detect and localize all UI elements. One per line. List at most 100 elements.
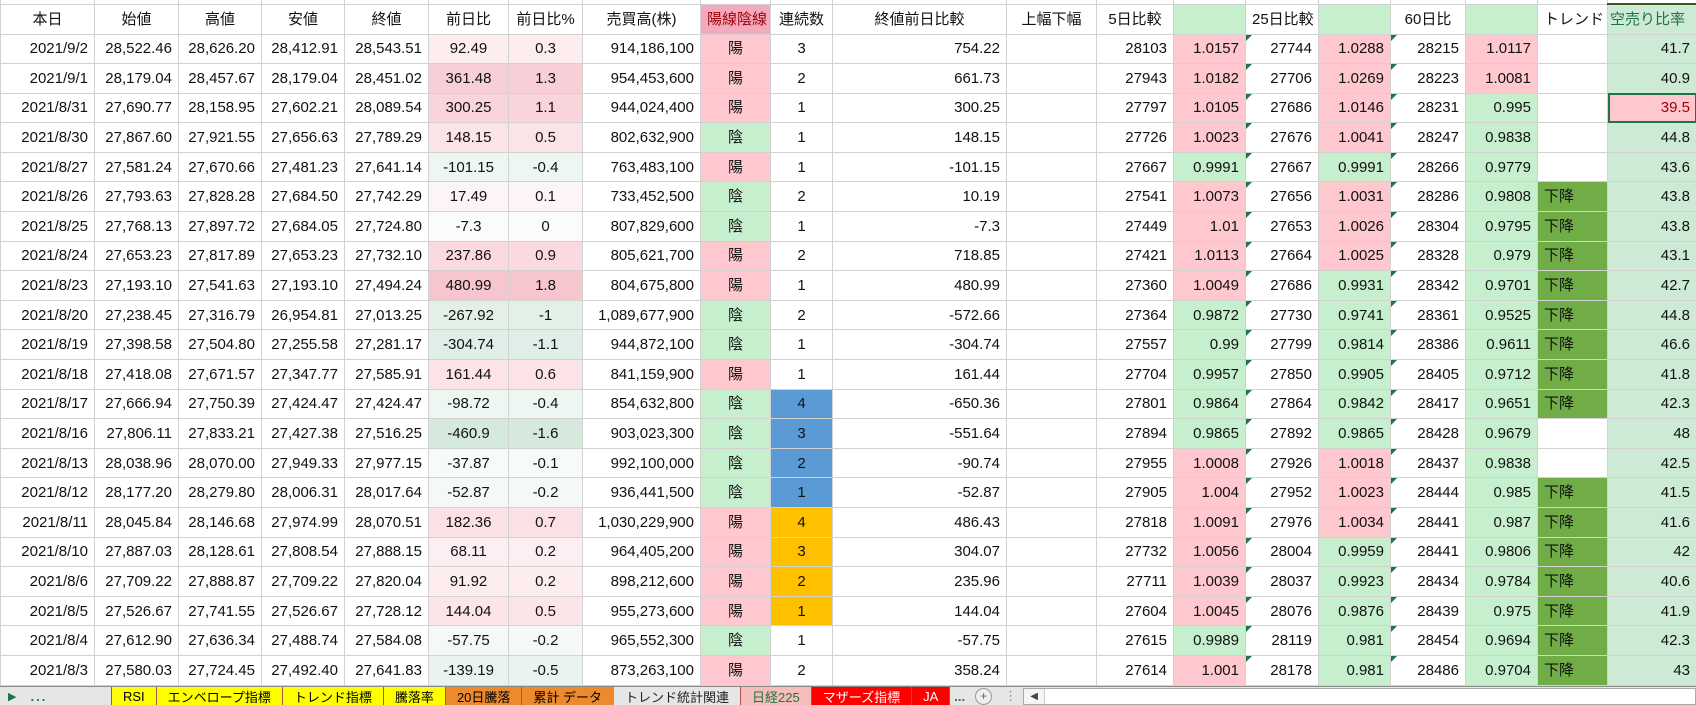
cell-close[interactable]: 28,543.51 [345, 34, 429, 64]
cell-cmp[interactable]: 486.43 [833, 508, 1007, 538]
col-header-8[interactable]: 陽線陰線 [701, 4, 771, 34]
cell-pct[interactable]: 0.7 [509, 508, 583, 538]
cell-cmp[interactable]: -650.36 [833, 389, 1007, 419]
col-header-0[interactable]: 本日 [1, 4, 95, 34]
cell-date[interactable]: 2021/8/16 [1, 419, 95, 449]
cell-low[interactable]: 28,179.04 [262, 64, 345, 94]
cell-short[interactable]: 46.6 [1608, 330, 1696, 360]
cell-r25[interactable]: 0.981 [1319, 626, 1391, 656]
cell-short[interactable]: 43.8 [1608, 212, 1696, 242]
cell-cmp[interactable]: 754.22 [833, 34, 1007, 64]
cell-pct[interactable]: 0.2 [509, 567, 583, 597]
cell-r25[interactable]: 1.0041 [1319, 123, 1391, 153]
cell-high[interactable]: 27,504.80 [179, 330, 262, 360]
cell-date[interactable]: 2021/8/12 [1, 478, 95, 508]
cell-r5[interactable]: 0.9957 [1174, 360, 1246, 390]
cell-d60[interactable]: 28231 [1391, 93, 1466, 123]
horizontal-scrollbar[interactable]: ◀ [1023, 688, 1696, 705]
cell-short[interactable]: 41.7 [1608, 34, 1696, 64]
cell-low[interactable]: 27,481.23 [262, 152, 345, 182]
cell-close[interactable]: 27,724.80 [345, 212, 429, 242]
cell-r5[interactable]: 1.0091 [1174, 508, 1246, 538]
cell-r5[interactable]: 1.0056 [1174, 537, 1246, 567]
cell-low[interactable]: 27,949.33 [262, 448, 345, 478]
cell-r25[interactable]: 1.0026 [1319, 212, 1391, 242]
cell-close[interactable]: 28,089.54 [345, 93, 429, 123]
cell-d60[interactable]: 28247 [1391, 123, 1466, 153]
cell-open[interactable]: 27,398.58 [95, 330, 179, 360]
cell-pct[interactable]: -0.2 [509, 478, 583, 508]
cell-r60[interactable]: 0.9525 [1466, 300, 1538, 330]
cell-trend[interactable] [1538, 34, 1608, 64]
cell-r5[interactable]: 1.0073 [1174, 182, 1246, 212]
cell-cmp[interactable]: 144.04 [833, 596, 1007, 626]
cell-candle[interactable]: 陰 [701, 123, 771, 153]
cell-d25[interactable]: 27667 [1246, 152, 1319, 182]
cell-chg[interactable]: -139.19 [429, 655, 509, 685]
cell-high[interactable]: 28,626.20 [179, 34, 262, 64]
cell-d5[interactable]: 27614 [1097, 655, 1174, 685]
cell-low[interactable]: 27,602.21 [262, 93, 345, 123]
cell-d5[interactable]: 27541 [1097, 182, 1174, 212]
cell-d5[interactable]: 27801 [1097, 389, 1174, 419]
cell-trend[interactable]: 下降 [1538, 360, 1608, 390]
cell-d60[interactable]: 28486 [1391, 655, 1466, 685]
cell-pct[interactable]: 0.5 [509, 596, 583, 626]
cell-open[interactable]: 27,612.90 [95, 626, 179, 656]
cell-high[interactable]: 28,146.68 [179, 508, 262, 538]
cell-d25[interactable]: 27676 [1246, 123, 1319, 153]
cell-r60[interactable]: 0.9701 [1466, 271, 1538, 301]
col-header-4[interactable]: 終値 [345, 4, 429, 34]
cell-date[interactable]: 2021/8/23 [1, 271, 95, 301]
cell-high[interactable]: 28,158.95 [179, 93, 262, 123]
cell-close[interactable]: 27,742.29 [345, 182, 429, 212]
cell-close[interactable]: 27,281.17 [345, 330, 429, 360]
cell-trend[interactable]: 下降 [1538, 241, 1608, 271]
cell-r60[interactable]: 0.9838 [1466, 123, 1538, 153]
sheet-tab-トレンド統計関連[interactable]: トレンド統計関連 [613, 687, 741, 705]
cell-vol[interactable]: 1,089,677,900 [583, 300, 701, 330]
cell-open[interactable]: 27,867.60 [95, 123, 179, 153]
cell-high[interactable]: 27,833.21 [179, 419, 262, 449]
cell-range[interactable] [1007, 596, 1097, 626]
cell-low[interactable]: 27,974.99 [262, 508, 345, 538]
cell-short[interactable]: 43.1 [1608, 241, 1696, 271]
cell-range[interactable] [1007, 300, 1097, 330]
cell-close[interactable]: 28,070.51 [345, 508, 429, 538]
cell-close[interactable]: 27,977.15 [345, 448, 429, 478]
cell-chg[interactable]: 92.49 [429, 34, 509, 64]
cell-range[interactable] [1007, 478, 1097, 508]
cell-d60[interactable]: 28441 [1391, 537, 1466, 567]
cell-trend[interactable] [1538, 64, 1608, 94]
cell-r25[interactable]: 0.9814 [1319, 330, 1391, 360]
cell-open[interactable]: 27,653.23 [95, 241, 179, 271]
col-header-17[interactable] [1466, 4, 1538, 34]
cell-d25[interactable]: 28004 [1246, 537, 1319, 567]
cell-date[interactable]: 2021/8/25 [1, 212, 95, 242]
col-header-13[interactable] [1174, 4, 1246, 34]
cell-r5[interactable]: 0.9991 [1174, 152, 1246, 182]
cell-d25[interactable]: 27864 [1246, 389, 1319, 419]
cell-r60[interactable]: 0.987 [1466, 508, 1538, 538]
cell-r25[interactable]: 0.9876 [1319, 596, 1391, 626]
cell-streak[interactable]: 2 [771, 448, 833, 478]
cell-high[interactable]: 27,750.39 [179, 389, 262, 419]
sheet-tab-累計 データ[interactable]: 累計 データ [521, 687, 614, 705]
sheet-tab-RSI[interactable]: RSI [111, 687, 157, 705]
cell-range[interactable] [1007, 34, 1097, 64]
cell-r5[interactable]: 0.9872 [1174, 300, 1246, 330]
cell-d60[interactable]: 28342 [1391, 271, 1466, 301]
cell-vol[interactable]: 944,872,100 [583, 330, 701, 360]
cell-short[interactable]: 40.9 [1608, 64, 1696, 94]
cell-short[interactable]: 43.8 [1608, 182, 1696, 212]
cell-range[interactable] [1007, 212, 1097, 242]
cell-streak[interactable]: 2 [771, 182, 833, 212]
cell-d5[interactable]: 27955 [1097, 448, 1174, 478]
cell-low[interactable]: 27,193.10 [262, 271, 345, 301]
cell-d60[interactable]: 28428 [1391, 419, 1466, 449]
cell-close[interactable]: 27,516.25 [345, 419, 429, 449]
cell-high[interactable]: 28,457.67 [179, 64, 262, 94]
cell-trend[interactable]: 下降 [1538, 508, 1608, 538]
cell-r25[interactable]: 0.9923 [1319, 567, 1391, 597]
cell-trend[interactable]: 下降 [1538, 182, 1608, 212]
